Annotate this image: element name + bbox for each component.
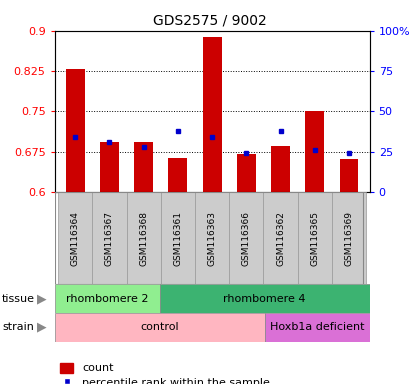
Text: Hoxb1a deficient: Hoxb1a deficient (270, 322, 365, 333)
Text: ▶: ▶ (37, 321, 47, 334)
Bar (92, 192, 126, 284)
Bar (55, 313, 265, 342)
Bar (168, 158, 187, 192)
Text: ▶: ▶ (37, 292, 47, 305)
Text: GSM116365: GSM116365 (310, 210, 319, 266)
Bar (58, 192, 92, 284)
Bar (126, 192, 161, 284)
Bar (332, 192, 366, 284)
Text: GSM116367: GSM116367 (105, 210, 114, 266)
Text: GSM116368: GSM116368 (139, 210, 148, 266)
Bar (160, 284, 370, 313)
Bar (203, 37, 221, 192)
Text: GSM116369: GSM116369 (344, 210, 354, 266)
Bar (237, 154, 256, 192)
Text: strain: strain (2, 322, 34, 333)
Bar (298, 192, 332, 284)
Text: rhombomere 4: rhombomere 4 (223, 293, 306, 304)
Bar (263, 192, 298, 284)
Bar (100, 142, 119, 192)
Bar (161, 192, 195, 284)
Bar (340, 159, 359, 192)
Text: GSM116363: GSM116363 (207, 210, 217, 266)
Text: GSM116366: GSM116366 (242, 210, 251, 266)
Bar (229, 192, 263, 284)
Text: rhombomere 2: rhombomere 2 (66, 293, 148, 304)
Bar (134, 142, 153, 192)
Text: GDS2575 / 9002: GDS2575 / 9002 (153, 13, 267, 27)
Text: GSM116361: GSM116361 (173, 210, 182, 266)
Bar (55, 284, 160, 313)
Text: control: control (140, 322, 179, 333)
Bar (305, 111, 324, 192)
Bar (195, 192, 229, 284)
Text: GSM116364: GSM116364 (71, 211, 80, 265)
Bar (66, 70, 84, 192)
Bar (265, 313, 370, 342)
Bar (271, 146, 290, 192)
Text: tissue: tissue (2, 293, 35, 304)
Text: GSM116362: GSM116362 (276, 211, 285, 265)
Legend: count, percentile rank within the sample: count, percentile rank within the sample (60, 362, 270, 384)
